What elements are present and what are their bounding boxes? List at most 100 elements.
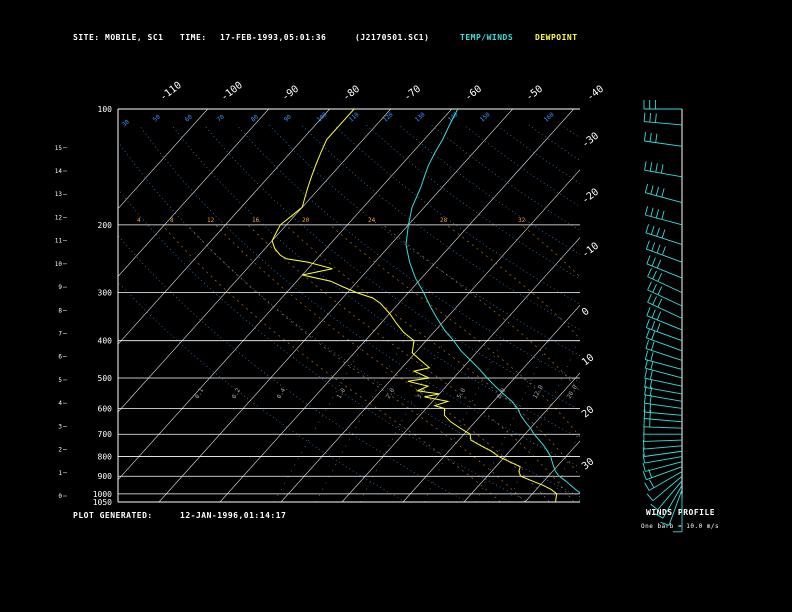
wind-barb-flag	[645, 224, 650, 233]
moist-adiabat-line	[215, 224, 550, 502]
mixing-ratio-label: 0.4	[276, 387, 288, 400]
dry-adiabat-line	[118, 281, 406, 502]
mixing-ratio-label: 3.0	[416, 387, 428, 400]
wind-barb-staff	[648, 471, 683, 491]
top-temperature-tick-label: -40	[585, 84, 606, 104]
wind-barb-staff	[647, 301, 683, 319]
wind-barb-staff	[645, 461, 683, 472]
wind-barb-flag	[643, 112, 646, 122]
right-temperature-tick-label: -20	[580, 187, 601, 207]
pressure-tick-label: 1000	[93, 490, 112, 499]
moist-adiabat-label: 20	[302, 217, 310, 224]
wind-barb-flag	[652, 284, 657, 293]
top-temperature-tick-label: -100	[219, 80, 245, 104]
isotherm-line	[647, 109, 792, 502]
height-tick-label: 5	[58, 377, 62, 384]
wind-barb-flag	[644, 206, 649, 216]
wind-barb-staff	[643, 426, 683, 429]
isotherm-line	[158, 109, 513, 502]
wind-barb-staff	[646, 466, 683, 481]
mixing-ratio-line	[681, 341, 733, 502]
isotherm-line	[118, 109, 452, 481]
wind-barb-staff	[644, 450, 683, 457]
wind-barb-flag	[657, 286, 663, 295]
moist-adiabat-line	[161, 224, 501, 502]
isotherm-line	[280, 169, 580, 502]
dry-adiabat-line	[398, 124, 580, 255]
right-temperature-tick-label: 0	[580, 306, 592, 318]
right-temperature-tick-label: 30	[580, 456, 596, 472]
wind-barb-flag	[645, 339, 650, 349]
top-temperature-tick-label: -50	[524, 84, 545, 104]
wind-barb-staff	[646, 315, 683, 331]
wind-barb-flag	[646, 255, 651, 264]
wind-barb-flag	[651, 309, 656, 318]
dry-adiabat-line	[118, 234, 468, 502]
wind-barb-flag	[657, 298, 663, 308]
moist-adiabat-line	[446, 224, 580, 340]
isotherm-line	[586, 109, 792, 502]
dry-adiabat-line	[463, 124, 580, 207]
isotherm-line	[341, 237, 580, 502]
mixing-ratio-line	[360, 340, 445, 502]
wind-barb-flag	[650, 341, 655, 351]
plot-generated-label: PLOT GENERATED:	[73, 511, 153, 520]
moist-adiabat-label: 32	[518, 217, 526, 224]
wind-barb-flag	[644, 369, 648, 379]
wind-barb-staff	[645, 348, 683, 361]
isotherm-line	[118, 109, 269, 277]
moist-adiabat-line	[521, 224, 580, 278]
plot-generated-value: 12-JAN-1996,01:14:17	[180, 511, 287, 520]
isotherm-line	[708, 109, 792, 502]
wind-barb-flag	[657, 273, 663, 282]
wind-barb-flag	[656, 227, 660, 237]
height-tick-label: 9	[58, 284, 62, 291]
wind-barb-flag	[645, 329, 650, 338]
right-temperature-tick-label: -30	[580, 131, 601, 151]
dry-adiabat-label: 50	[152, 113, 162, 123]
dry-adiabat-line	[301, 124, 580, 331]
moist-adiabat-line	[285, 224, 580, 477]
wind-barb-staff	[644, 121, 683, 126]
wind-barb-flag	[660, 164, 664, 174]
wind-barb-flag	[650, 207, 654, 217]
wind-barb-flag	[643, 394, 647, 404]
winds-profile-label: WINDS PROFILE	[646, 508, 716, 517]
wind-barb-flag	[649, 410, 652, 420]
dry-adiabat-label: 110	[348, 111, 361, 124]
dry-adiabat-line	[333, 124, 580, 305]
dry-adiabat-label: 150	[479, 111, 492, 124]
moist-adiabat-label: 4	[137, 217, 141, 224]
wind-barb-staff	[644, 402, 683, 409]
mixing-ratio-line	[508, 340, 580, 502]
wind-barb-flag	[645, 319, 650, 328]
dry-adiabat-line	[691, 125, 792, 502]
height-tick-label: 10	[55, 261, 63, 268]
height-tick-label: 12	[55, 214, 63, 221]
top-temperature-tick-label: -80	[341, 84, 362, 104]
height-tick-label: 14	[55, 168, 63, 175]
wind-barb-staff	[645, 214, 683, 226]
wind-barb-staff	[644, 411, 683, 416]
mixing-ratio-label: 20.0	[566, 384, 579, 400]
pressure-tick-label: 100	[98, 105, 113, 114]
wind-barb-staff	[647, 289, 683, 307]
height-tick-label: 6	[58, 354, 62, 361]
wind-barb-flag	[651, 242, 656, 252]
wind-barb-flag	[644, 378, 647, 388]
wind-barb-flag	[652, 270, 657, 280]
wind-barb-staff	[644, 456, 683, 464]
wind-barb-staff	[646, 263, 683, 279]
wind-barb-staff	[657, 480, 683, 511]
wind-barb-flag	[661, 229, 666, 239]
wind-barb-staff	[646, 327, 683, 342]
moist-adiabat-label: 12	[207, 217, 215, 224]
wind-barb-flag	[650, 360, 654, 370]
wind-barb-staff	[646, 248, 683, 263]
wind-barb-flag	[647, 294, 652, 303]
height-tick-label: 1	[58, 470, 62, 477]
dry-adiabat-label: 100	[316, 111, 329, 124]
wind-barb-flag	[656, 259, 662, 269]
barb-note: One barb = 10.0 m/s	[641, 523, 720, 530]
wind-barb-flag	[654, 513, 664, 519]
